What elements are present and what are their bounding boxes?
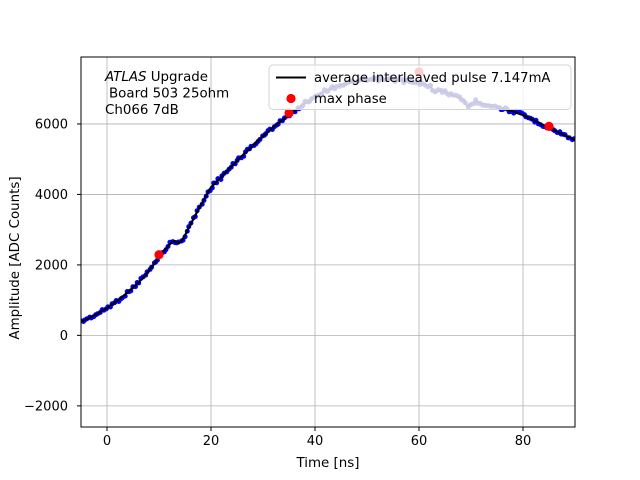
legend-label-average-pulse: average interleaved pulse 7.147mA bbox=[314, 71, 550, 86]
annotation-line2: Board 503 25ohm bbox=[109, 87, 229, 102]
atlas-label: ATLAS bbox=[104, 70, 147, 85]
x-axis-label: Time [ns] bbox=[296, 456, 360, 471]
grid-layer bbox=[81, 57, 575, 427]
x-tick-label: 80 bbox=[515, 434, 532, 449]
annotation-line3: Ch066 7dB bbox=[105, 103, 179, 118]
y-tick-label: −2000 bbox=[24, 399, 68, 414]
y-axis: −2000 0 2000 4000 6000 Amplitude [ADC Counts… bbox=[8, 117, 81, 414]
x-tick-label: 20 bbox=[203, 434, 220, 449]
max-phase-point bbox=[154, 250, 164, 260]
y-tick-label: 0 bbox=[60, 329, 68, 344]
plot-border bbox=[80, 56, 576, 428]
y-tick-label: 2000 bbox=[35, 258, 68, 273]
y-ticks: −2000 0 2000 4000 6000 bbox=[24, 117, 81, 414]
upgrade-label: Upgrade bbox=[147, 70, 209, 85]
legend-label-max-phase: max phase bbox=[314, 92, 387, 107]
channel-annotation: ATLAS Upgrade Board 503 25ohm Ch066 7dB bbox=[104, 70, 229, 118]
x-ticks: 0 20 40 60 80 bbox=[103, 427, 531, 449]
max-phase-point bbox=[544, 121, 554, 131]
x-tick-label: 40 bbox=[307, 434, 324, 449]
legend-dot-sample bbox=[286, 93, 296, 104]
x-tick-label: 0 bbox=[103, 434, 111, 449]
y-tick-label: 4000 bbox=[35, 188, 68, 203]
annotation-line1: ATLAS Upgrade bbox=[104, 70, 208, 85]
max-phase-point bbox=[284, 108, 294, 118]
y-tick-label: 6000 bbox=[35, 117, 68, 132]
y-axis-label: Amplitude [ADC Counts] bbox=[8, 176, 23, 339]
x-tick-label: 60 bbox=[411, 434, 428, 449]
legend-frame bbox=[268, 64, 572, 110]
x-axis: 0 20 40 60 80 Time [ns] bbox=[103, 427, 531, 471]
legend: average interleaved pulse 7.147mA max ph… bbox=[268, 64, 572, 110]
